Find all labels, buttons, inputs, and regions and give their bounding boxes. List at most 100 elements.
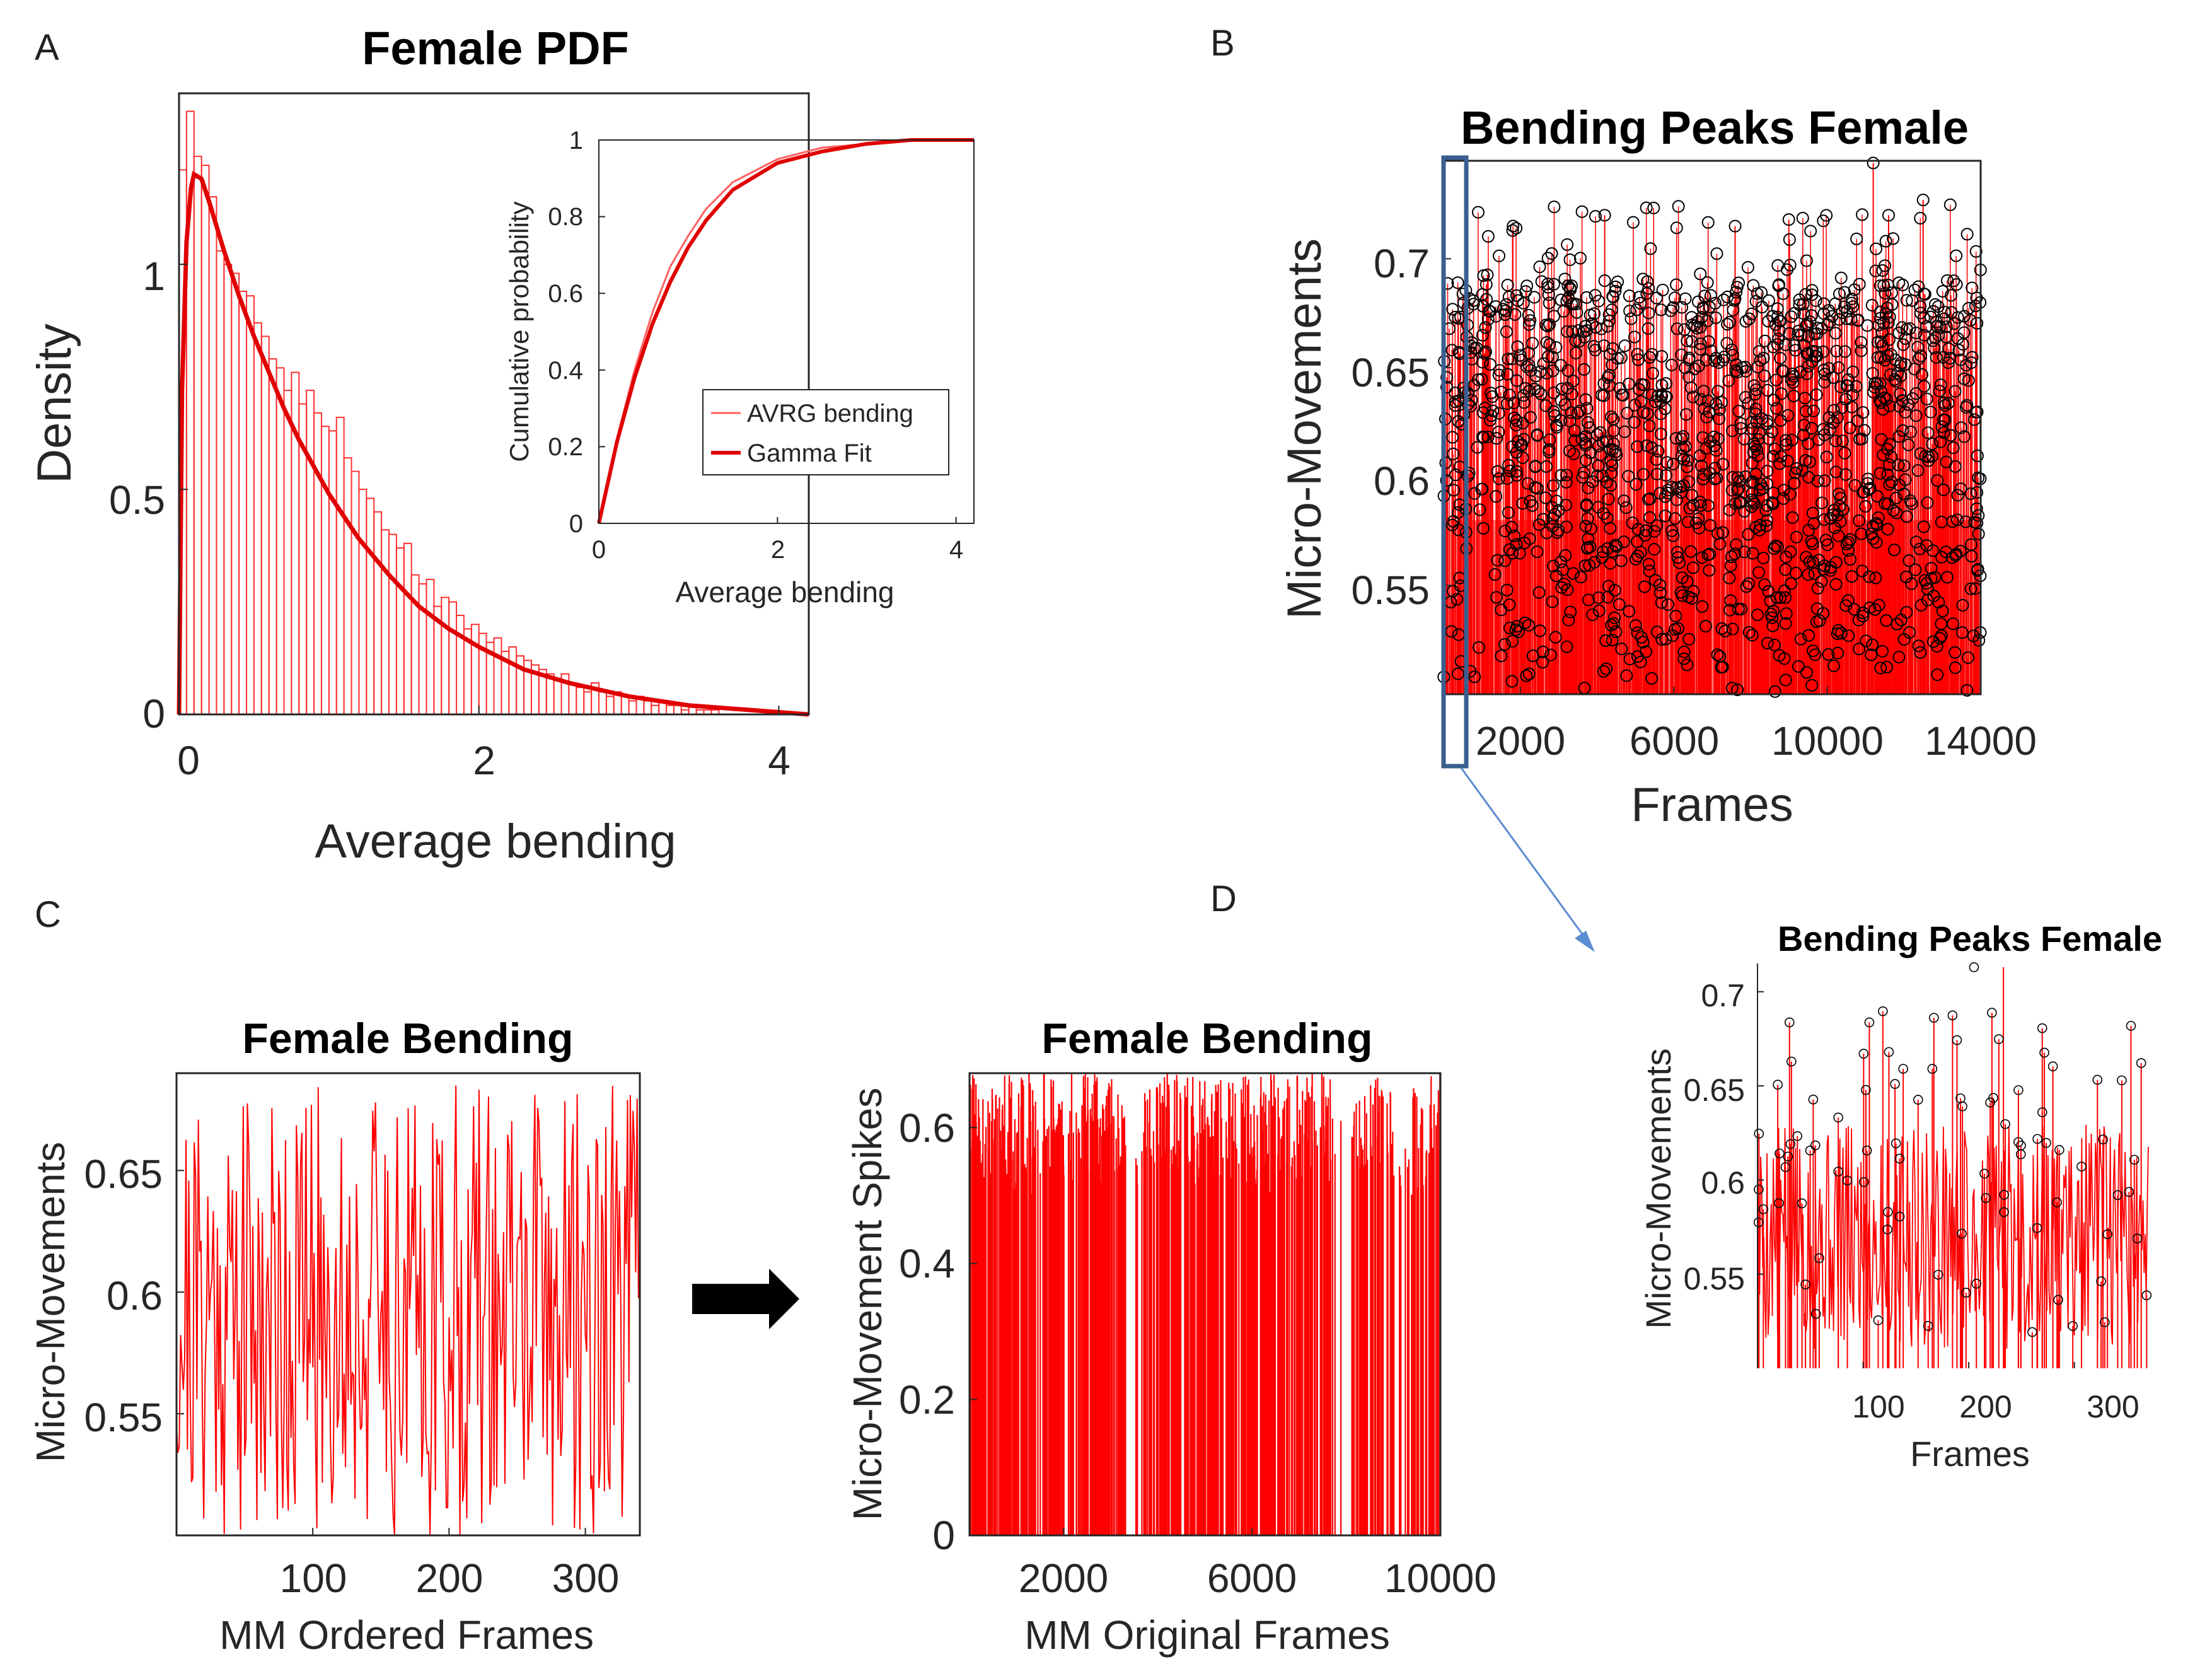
peak-marker (1768, 638, 1781, 651)
peak-marker (1570, 306, 1584, 319)
peak-marker (1626, 216, 1640, 229)
chart-a-inset-ytick-2: 0.4 (548, 357, 583, 385)
peak-marker (1900, 323, 1913, 336)
peak-marker (1563, 445, 1576, 458)
peak-marker (1675, 348, 1688, 361)
peak-marker (1577, 363, 1590, 376)
zoom-peak-marker (2096, 1276, 2106, 1286)
chart-a-inset-lines (597, 138, 974, 524)
peak-marker (1792, 660, 1805, 673)
peak-marker (1734, 602, 1747, 615)
chart-c-left-ylabel: Micro-Movements (28, 1142, 73, 1463)
peak-marker (1619, 501, 1633, 515)
peak-marker (1512, 625, 1525, 638)
peak-marker (1786, 511, 1799, 524)
peak-marker (1679, 292, 1692, 305)
histogram-bar (313, 412, 322, 716)
peak-marker (1541, 320, 1555, 333)
peak-marker (1781, 454, 1794, 467)
peak-marker (1697, 468, 1710, 481)
peak-marker (1495, 649, 1508, 663)
peak-marker (1800, 666, 1814, 679)
zoom-peak-marker (2027, 1327, 2037, 1337)
peak-marker (1536, 513, 1549, 526)
peak-marker (1547, 387, 1560, 400)
peak-marker (1962, 301, 1975, 315)
peak-marker (1575, 205, 1589, 218)
peak-marker (1451, 667, 1464, 680)
peak-marker (1947, 617, 1960, 631)
peak-marker (1865, 648, 1878, 661)
peak-marker (1685, 489, 1698, 502)
zoom-peak-marker (1858, 1177, 1869, 1187)
peak-marker (1477, 521, 1490, 535)
peak-marker (1887, 504, 1900, 517)
peak-marker (1725, 550, 1738, 564)
chart-c-left-ytick-2: 0.65 (84, 1151, 163, 1197)
peak-marker (1928, 341, 1941, 354)
peak-marker (1949, 385, 1962, 398)
peak-marker (1517, 396, 1531, 409)
peak-marker (1589, 321, 1602, 334)
zoom-peak-marker (1999, 1207, 2009, 1218)
zoom-peak-marker (1758, 1204, 1769, 1214)
peak-marker (1914, 300, 1927, 313)
peak-marker (1852, 614, 1865, 627)
peak-marker (1596, 469, 1609, 482)
peak-marker (1926, 635, 1940, 648)
peak-marker (1542, 350, 1555, 363)
peak-marker (1506, 547, 1519, 560)
peak-marker (1567, 447, 1580, 460)
peak-marker (1845, 570, 1858, 583)
zoom-peak-marker (1994, 1034, 2004, 1044)
peak-marker (1788, 339, 1801, 352)
chart-d-xlabel: Frames (1910, 1434, 2030, 1474)
chart-d-ylabel: Micro-Movements (1638, 1049, 1678, 1329)
peak-marker (1926, 450, 1939, 463)
peak-marker (1447, 447, 1460, 460)
peak-marker (1449, 468, 1462, 482)
peak-marker (1620, 669, 1633, 682)
peak-marker (1802, 568, 1815, 581)
peak-marker (1540, 336, 1553, 349)
peak-marker (1900, 510, 1913, 523)
peak-marker (1949, 646, 1962, 659)
peak-marker (1716, 526, 1729, 539)
chart-d-ytick-3: 0.7 (1701, 978, 1745, 1013)
peak-marker (1806, 537, 1819, 550)
zoom-peak-marker (1808, 1094, 1819, 1105)
peak-marker (1937, 483, 1950, 496)
peak-marker (1613, 381, 1626, 395)
peak-marker (1582, 532, 1595, 545)
peak-marker (1751, 287, 1764, 300)
peak-marker (1829, 465, 1843, 479)
peak-marker (1936, 604, 1949, 617)
peak-marker (1930, 351, 1943, 364)
peak-marker (1519, 616, 1532, 629)
peak-marker (1576, 470, 1589, 484)
peak-marker (1749, 383, 1763, 397)
peak-marker (1718, 624, 1732, 637)
peak-marker (1764, 607, 1778, 620)
peak-marker (1479, 345, 1492, 358)
peak-marker (1758, 334, 1771, 347)
peak-marker (1768, 685, 1781, 698)
peak-marker (1819, 533, 1833, 547)
peak-marker (1867, 385, 1880, 399)
peak-marker (1826, 310, 1839, 323)
peak-marker (1561, 279, 1575, 293)
peak-marker (1868, 376, 1882, 390)
chart-d-title: Bending Peaks Female (1778, 919, 2162, 958)
peak-marker (1908, 363, 1921, 376)
peak-marker (1875, 326, 1889, 339)
peak-marker (1752, 566, 1765, 579)
zoom-peak-marker (2052, 1197, 2062, 1208)
peak-marker (1785, 577, 1798, 590)
peak-marker (1539, 491, 1552, 504)
legend-label-avrg: AVRG bending (747, 400, 913, 428)
peak-marker (1971, 449, 1984, 462)
peak-marker (1807, 644, 1820, 658)
peak-marker (1650, 519, 1664, 532)
peak-marker (1943, 198, 1957, 211)
peak-marker (1659, 509, 1672, 523)
